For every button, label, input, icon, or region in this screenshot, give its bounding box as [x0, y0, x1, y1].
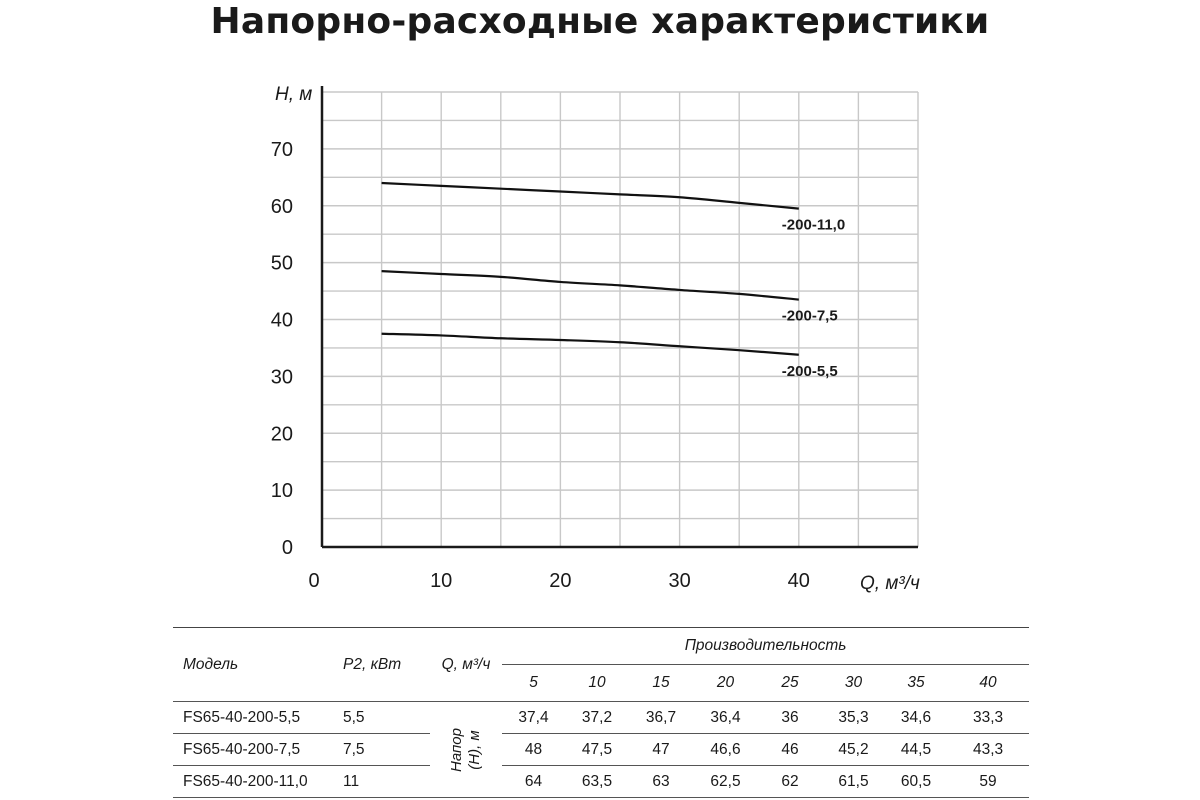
- y-axis-title: Н, м: [275, 84, 312, 105]
- performance-table: Модель P2, кВт Q, м³/ч Производительност…: [173, 627, 1030, 798]
- y-tick-label: 60: [271, 196, 293, 218]
- head-label: Напор (Н), м: [448, 727, 483, 772]
- value-cell: 59: [947, 765, 1030, 798]
- value-cell: 35,3: [822, 701, 885, 734]
- y-tick-label: 50: [271, 253, 293, 275]
- series-label-2: -200-5,5: [782, 363, 838, 380]
- y-tick-label: 70: [271, 139, 293, 161]
- y-tick-label: 0: [282, 537, 293, 559]
- p2-cell: 11: [335, 765, 430, 798]
- value-cell: 60,5: [885, 765, 947, 798]
- y-tick-label: 20: [271, 423, 293, 445]
- column-header-q-20: 20: [716, 674, 735, 691]
- table-row: FS65-40-200-7,5 7,5 48 47,5 47 46,6 46 45,2 44,5…: [173, 733, 1030, 766]
- value-cell: 63: [629, 765, 693, 798]
- value-cell: 45,2: [822, 733, 885, 766]
- chart-axes: [320, 86, 918, 549]
- x-axis-title: Q, м³/ч: [860, 573, 920, 594]
- series-line-2: [381, 332, 799, 356]
- column-header-q-10: 10: [588, 674, 606, 691]
- page-title: Напорно-расходные характеристики: [210, 1, 990, 42]
- value-cell: 37,2: [565, 701, 629, 734]
- value-cell: 63,5: [565, 765, 629, 798]
- chart-grid: [322, 91, 919, 547]
- value-cell: 46: [758, 733, 822, 766]
- value-cell: 37,4: [502, 701, 565, 734]
- column-header-q-35: 35: [907, 674, 925, 691]
- series-line-0: [381, 181, 799, 210]
- value-cell: 43,3: [947, 733, 1030, 766]
- x-tick-label: 10: [430, 570, 452, 592]
- y-tick-label: 40: [271, 310, 293, 332]
- value-cell: 48: [502, 733, 565, 766]
- value-cell: 46,6: [693, 733, 758, 766]
- value-cell: 36: [758, 701, 822, 734]
- series-label-1: -200-7,5: [782, 308, 838, 325]
- column-header-q-40: 40: [979, 674, 997, 691]
- table-row: FS65-40-200-5,5 5,5 Напор (Н), м 37,4 37,2 36,…: [173, 701, 1030, 798]
- value-cell: 62,5: [693, 765, 758, 798]
- column-header-q-5: 5: [529, 674, 538, 691]
- value-cell: 64: [502, 765, 565, 798]
- x-tick-label: 20: [549, 570, 571, 592]
- column-header-p2: P2, кВт: [335, 627, 430, 702]
- series-line-1: [381, 270, 799, 301]
- table-row: FS65-40-200-11,0 11 64 63,5 63 62,5 62 61,5 60,5…: [173, 765, 1030, 798]
- value-cell: 61,5: [822, 765, 885, 798]
- value-cell: 62: [758, 765, 822, 798]
- p2-cell: 5,5: [335, 701, 430, 734]
- value-cell: 36,4: [693, 701, 758, 734]
- chart-tick-labels: 0 10 20 30 40 50 60 70 0 10 20 30 40: [271, 139, 810, 592]
- x-tick-label: 40: [788, 570, 810, 592]
- head-label-cell: Напор (Н), м: [430, 701, 502, 798]
- column-header-q-25: 25: [781, 674, 799, 691]
- x-tick-label: 0: [308, 570, 319, 592]
- value-cell: 44,5: [885, 733, 947, 766]
- value-cell: 34,6: [885, 701, 947, 734]
- y-tick-label: 30: [271, 366, 293, 388]
- group-header-performance: Производительность: [502, 627, 1030, 665]
- value-cell: 47: [629, 733, 693, 766]
- model-cell: FS65-40-200-11,0: [173, 765, 335, 798]
- value-cell: 36,7: [629, 701, 693, 734]
- value-cell: 33,3: [947, 701, 1030, 734]
- p2-cell: 7,5: [335, 733, 430, 766]
- x-tick-label: 30: [668, 570, 690, 592]
- model-cell: FS65-40-200-5,5: [173, 701, 335, 734]
- column-header-q: Q, м³/ч: [430, 627, 502, 702]
- column-header-model: Модель: [173, 627, 335, 702]
- chart-series: -200-11,0 -200-7,5 -200-5,5: [381, 181, 845, 380]
- series-label-0: -200-11,0: [782, 217, 845, 234]
- value-cell: 47,5: [565, 733, 629, 766]
- y-tick-label: 10: [271, 480, 293, 502]
- model-cell: FS65-40-200-7,5: [173, 733, 335, 766]
- column-header-q-15: 15: [652, 674, 670, 691]
- column-header-q-30: 30: [844, 674, 863, 691]
- head-flow-chart: -200-11,0 -200-7,5 -200-5,5 0 10 20 30 40 50 60 7…: [271, 84, 920, 594]
